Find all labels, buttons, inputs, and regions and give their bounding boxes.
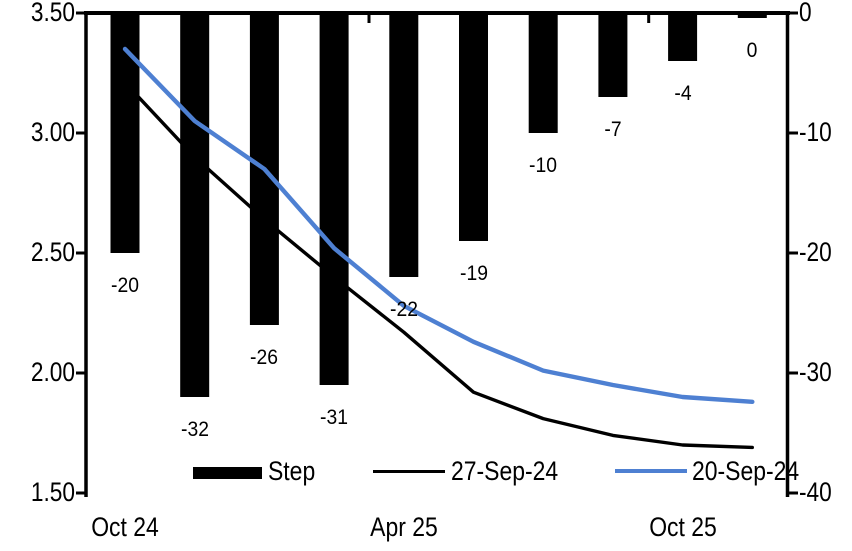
bar-value-label: -26 [250, 346, 279, 369]
step-bars [110, 14, 767, 397]
right-axis-tick-label: -10 [799, 117, 832, 147]
step-bar [668, 14, 698, 61]
rate-line-20sep [122, 46, 755, 404]
legend-label-step: Step [268, 456, 316, 486]
left-axis-ticks [76, 11, 86, 495]
bar-value-label: -4 [673, 82, 692, 105]
bar-value-label: -7 [604, 118, 622, 141]
left-axis-tick-label: 3.00 [30, 117, 75, 147]
legend-label-27sep: 27-Sep-24 [451, 456, 559, 486]
legend-line-swatch-20sep [615, 469, 687, 473]
right-axis-tick-label: -40 [799, 477, 832, 507]
step-bar [528, 14, 558, 133]
right-axis-ticks [787, 11, 798, 495]
bar-value-label: -20 [111, 274, 139, 297]
x-axis-tick-label: Apr 25 [369, 512, 438, 542]
right-axis-tick-label: -30 [799, 357, 832, 387]
bar-value-label: -22 [389, 298, 418, 321]
step-bar [737, 14, 767, 18]
x-axis-tick-label: Oct 24 [91, 512, 159, 542]
step-bar [598, 14, 628, 97]
legend-label-20sep: 20-Sep-24 [692, 456, 800, 486]
bar-value-label: -10 [529, 154, 558, 177]
axis-lines [76, 11, 798, 497]
right-axis-tick-label: -20 [799, 237, 832, 267]
left-axis-tick-label: 2.50 [30, 237, 75, 267]
bar-value-label: -32 [180, 418, 209, 441]
bar-value-label: 0 [746, 39, 758, 62]
legend-bar-swatch [193, 467, 262, 479]
right-axis-tick-label: 0 [799, 0, 812, 27]
rate-line-27sep [123, 80, 754, 450]
x-axis-tick-label: Oct 25 [648, 512, 717, 542]
legend-line-swatch-27sep [373, 470, 445, 473]
step-bar [389, 14, 419, 277]
left-axis-tick-label: 2.00 [30, 357, 75, 387]
bar-value-label: -31 [320, 406, 349, 429]
top-axis-ticks [367, 13, 651, 23]
left-axis-tick-label: 3.50 [30, 0, 75, 27]
step-bar [459, 14, 488, 241]
bar-value-label: -19 [459, 262, 488, 285]
left-axis-tick-label: 1.50 [30, 477, 75, 507]
step-bar [180, 14, 210, 397]
step-bar [110, 14, 140, 253]
step-bar [319, 14, 349, 385]
